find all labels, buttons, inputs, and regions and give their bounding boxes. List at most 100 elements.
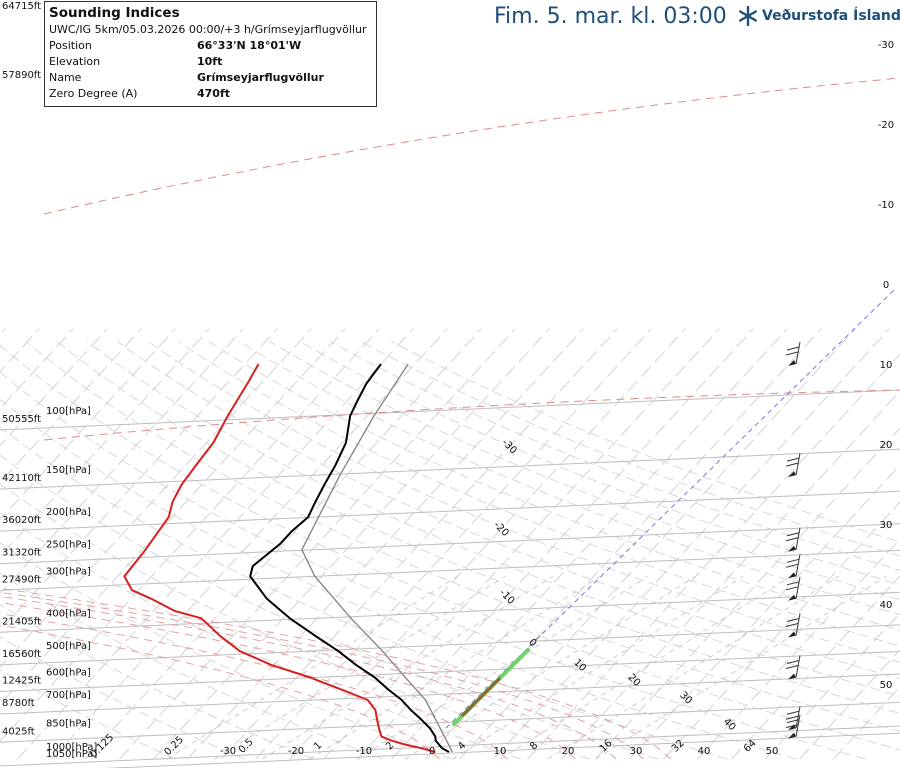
dry-adiabat	[86, 341, 900, 697]
info-row-elevation: Elevation 10ft	[49, 54, 372, 70]
info-key: Name	[49, 71, 82, 84]
pressure-label: 1000[hPa]	[46, 742, 97, 753]
right-axis-label: 20	[880, 440, 893, 451]
pressure-label: 250[hPa]	[46, 540, 91, 551]
isotherm-line	[0, 328, 74, 410]
info-key: Position	[49, 39, 92, 52]
wind-barb	[785, 527, 801, 552]
isotherm-inline-label: 40	[721, 716, 738, 733]
isotherm-line	[0, 328, 312, 668]
info-key: Elevation	[49, 55, 101, 68]
isotherm-line	[459, 328, 856, 760]
right-axis-label: -30	[878, 40, 894, 51]
temperature-tick-label: 20	[562, 746, 575, 757]
isotherms	[0, 328, 900, 760]
isobar-line	[0, 650, 900, 692]
isotherm-line	[0, 328, 380, 742]
pressure-label: 150[hPa]	[46, 465, 91, 476]
info-value: 10ft	[197, 55, 223, 68]
pressure-label: 200[hPa]	[46, 507, 91, 518]
isotherm-line	[425, 328, 822, 760]
info-value: 470ft	[197, 87, 231, 100]
mixing-ratio-line	[500, 575, 792, 760]
pressure-label: 400[hPa]	[46, 608, 91, 619]
dry-adiabat	[0, 542, 452, 760]
isobar-line	[0, 701, 900, 743]
isobar-line	[0, 673, 900, 715]
altitude-label: 4025ft	[2, 726, 35, 737]
isobar-line	[0, 549, 900, 591]
parcel-line	[301, 363, 454, 753]
right-axis-label: -20	[878, 120, 894, 131]
isotherm-line	[51, 328, 448, 760]
isobars	[0, 389, 900, 768]
sounding-series	[123, 363, 530, 753]
temperature-line	[249, 363, 450, 753]
mixing-ratio-tick-label: 4	[456, 740, 468, 752]
moist-adiabat	[0, 587, 671, 760]
dry-adiabat	[330, 341, 900, 571]
axis-labels: 64715ft 57890ft 100[hPa] 50555ft 150[hPa] 4 21…	[2, 1, 894, 760]
pressure-label: 700[hPa]	[46, 690, 91, 701]
pressure-label: 300[hPa]	[46, 566, 91, 577]
info-title: Sounding Indices	[49, 5, 180, 21]
isotherm-line	[493, 328, 890, 760]
dry-adiabat	[0, 398, 797, 760]
isotherm-line	[595, 427, 900, 760]
isobar-line	[0, 389, 900, 431]
dry-adiabat	[238, 341, 900, 616]
moist-adiabat	[0, 595, 617, 760]
altitude-label: 16560ft	[2, 649, 41, 660]
info-row-position: Position 66°33'N 18°01'W	[49, 38, 372, 54]
altitude-label: 21405ft	[2, 616, 41, 627]
dry-adiabat	[0, 344, 900, 751]
dry-adiabat	[178, 341, 900, 647]
isotherm-line	[323, 328, 720, 760]
temperature-tick-label: 0	[429, 746, 435, 757]
right-axis-label: 0	[883, 280, 889, 291]
temperature-tick-label: -10	[356, 746, 372, 757]
pressure-label: 100[hPa]	[46, 406, 91, 417]
isotherm-line	[0, 328, 278, 631]
dry-adiabat	[0, 512, 521, 760]
temperature-tick-label: 40	[698, 746, 711, 757]
isotherm-inline-label: 30	[677, 690, 694, 707]
altitude-label: 64715ft	[2, 1, 41, 12]
info-row-zero-degree: Zero Degree (A) 470ft	[49, 86, 372, 102]
isotherm-inline-label: 10	[571, 657, 588, 674]
isotherm-line	[187, 328, 584, 760]
moist-adiabat	[0, 613, 508, 760]
cape-band-core	[460, 676, 502, 718]
snowflake-logo-icon	[739, 6, 757, 26]
info-value: Grímseyjarflugvöllur	[197, 71, 324, 84]
dewpoint-line	[123, 363, 436, 753]
altitude-label: 57890ft	[2, 70, 41, 81]
pressure-label: 850[hPa]	[46, 718, 91, 729]
altitude-label: 12425ft	[2, 675, 41, 686]
temperature-tick-label: -30	[220, 746, 236, 757]
isotherm-line	[561, 390, 900, 760]
pressure-label: 600[hPa]	[46, 667, 91, 678]
dry-adiabat	[0, 636, 245, 760]
dry-adiabat	[391, 341, 900, 543]
mixing-ratio-line	[166, 575, 458, 760]
right-axis-label: 30	[880, 520, 893, 531]
isotherm-line	[221, 328, 618, 760]
dry-adiabat	[0, 483, 590, 760]
wind-barb	[785, 453, 801, 478]
isotherm-line	[0, 328, 40, 373]
isotherm-line	[0, 328, 176, 520]
mixing-ratio-line	[595, 575, 887, 760]
isotherm-line	[0, 328, 244, 594]
isotherm-line	[629, 464, 900, 760]
mixing-ratio-tick-label: 32	[670, 738, 687, 755]
altitude-label: 50555ft	[2, 414, 41, 425]
wind-barb	[785, 576, 801, 601]
isotherm-line	[0, 328, 346, 705]
dry-adiabat	[0, 669, 176, 760]
wind-barb	[785, 613, 801, 638]
dry-adiabat	[360, 341, 900, 557]
isotherm-line	[153, 328, 550, 760]
isobar-line	[0, 448, 900, 490]
